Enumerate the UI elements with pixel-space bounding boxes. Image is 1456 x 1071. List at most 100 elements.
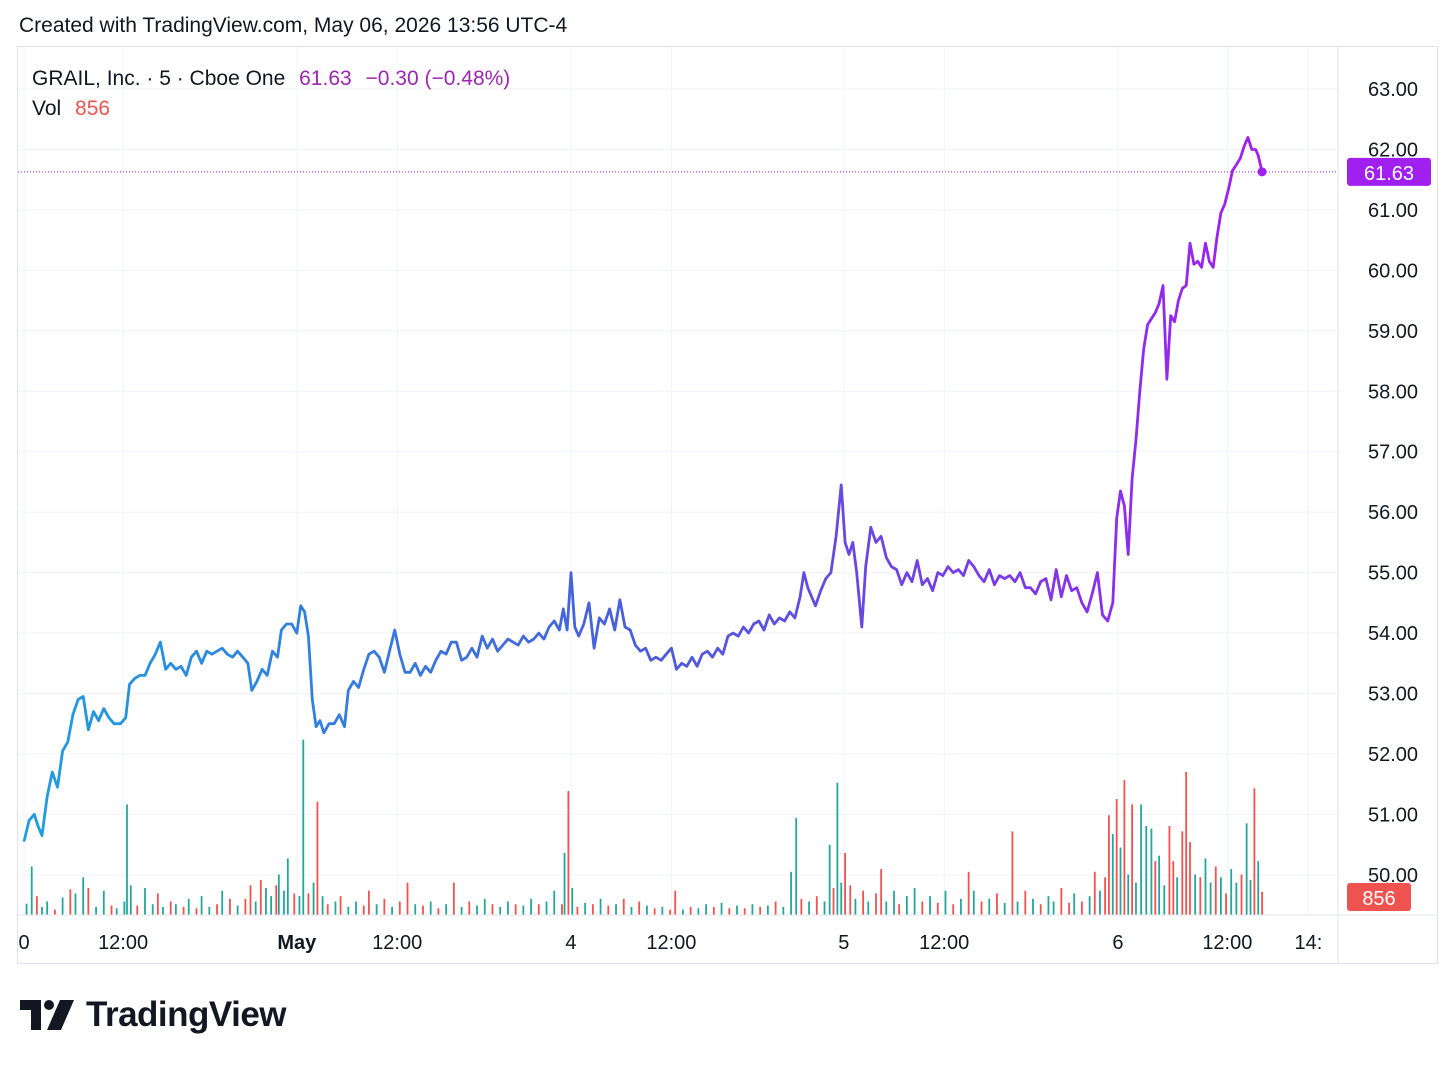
volume-bar [800,898,803,915]
volume-label[interactable]: Vol [32,97,62,120]
last-volume-badge [1347,883,1411,911]
volume-bar [236,905,239,915]
price-chart[interactable]: 63.00 62.00 61.00 60.00 59.00 58.00 57.00 56.00… [18,47,1437,963]
volume-bar [35,896,38,915]
volume-bar [1220,877,1222,915]
volume-bar [607,905,610,915]
volume-bar [259,879,262,915]
volume-bar [437,908,440,915]
volume-bar [880,869,883,915]
volume-bar [1024,890,1027,915]
volume-bar [169,901,172,915]
price-axis: 63.00 62.00 61.00 60.00 59.00 58.00 57.00 56.00… [18,47,1437,963]
volume-bar [1060,888,1063,915]
last-price-dot [1257,167,1267,177]
volume-bar [30,866,33,915]
volume-bar [483,898,486,915]
volume-bar [429,901,432,915]
volume-bar [571,888,574,915]
volume-bar [316,801,319,915]
volume-bar [913,888,916,915]
volume-bar [1073,893,1076,915]
volume-bar [782,906,785,915]
volume-bar [1154,861,1157,915]
y-tick-label: 55.00 [1368,563,1418,585]
volume-bar [1068,902,1070,915]
volume-bar [87,888,90,915]
volume-bar [302,739,305,915]
tradingview-logo[interactable]: TradingView [20,995,287,1035]
volume-bar [174,904,177,915]
volume-bar [840,882,843,915]
volume-bar [1099,890,1101,915]
volume-bar [980,901,983,915]
volume-bar [1261,891,1263,915]
volume-bar [736,905,738,915]
volume-bar [1253,788,1256,915]
volume-bar [615,904,617,915]
volume-bar [254,901,257,915]
grid-lines [18,47,1338,915]
x-tick-label: 0 [18,932,29,954]
volume-bar [1204,858,1207,915]
volume-bar [638,901,641,915]
volume-bar [277,874,280,915]
volume-bar [25,903,28,915]
volume-bar [162,906,164,915]
volume-bar [452,882,455,915]
volume-bar [952,904,955,915]
volume-bar [553,890,556,915]
volume-bar [697,908,700,915]
volume-bar [967,871,970,915]
volume-bar [1011,831,1014,915]
volume-bar [563,852,566,915]
volume-bar [1185,772,1188,915]
volume-bar [1176,877,1179,915]
volume-bar [1016,901,1019,915]
volume-bar [1093,871,1096,915]
volume-bar [445,904,448,915]
volume-bar [766,905,769,915]
volume-bar [530,898,532,915]
x-tick-label: 12:00 [919,932,969,954]
volume-bar [584,902,587,915]
volume-bar [849,885,852,915]
volume-bar [646,905,648,915]
volume-bar [622,898,625,915]
y-tick-label: 57.00 [1368,442,1418,464]
volume-bar [69,889,72,915]
volume-bar [375,904,378,915]
volume-bar [1039,904,1042,915]
volume-bar [1088,896,1091,915]
volume-bar [334,901,337,915]
volume-bar [1081,901,1083,915]
volume-bar [1245,823,1248,915]
volume-bar [460,906,463,915]
volume-bar [936,902,939,915]
volume-bar [1230,869,1233,915]
volume-bar [522,905,525,915]
volume-bar [422,905,424,915]
volume-bar [74,893,77,915]
volume-bar [312,882,315,915]
last-price-badge [1347,157,1431,186]
volume-bar [123,901,126,915]
volume-bar [661,906,664,915]
volume-bar [921,901,924,915]
volume-bar [682,909,684,915]
volume-bar [653,908,656,915]
volume-bar [321,896,324,915]
volume-bar [1225,893,1227,915]
price-line [22,136,1264,842]
volume-bar [1189,842,1191,915]
volume-bar [795,817,798,915]
volume-bar [689,906,692,915]
volume-bar [1032,898,1034,915]
volume-bar [545,901,548,915]
volume-bar [1249,879,1252,915]
volume-bar [46,901,49,915]
volume-bar [808,901,810,915]
y-tick-label: 59.00 [1368,321,1418,343]
volume-bar [844,852,847,915]
symbol-label[interactable]: GRAIL, Inc. · 5 · Cboe One [32,67,286,90]
